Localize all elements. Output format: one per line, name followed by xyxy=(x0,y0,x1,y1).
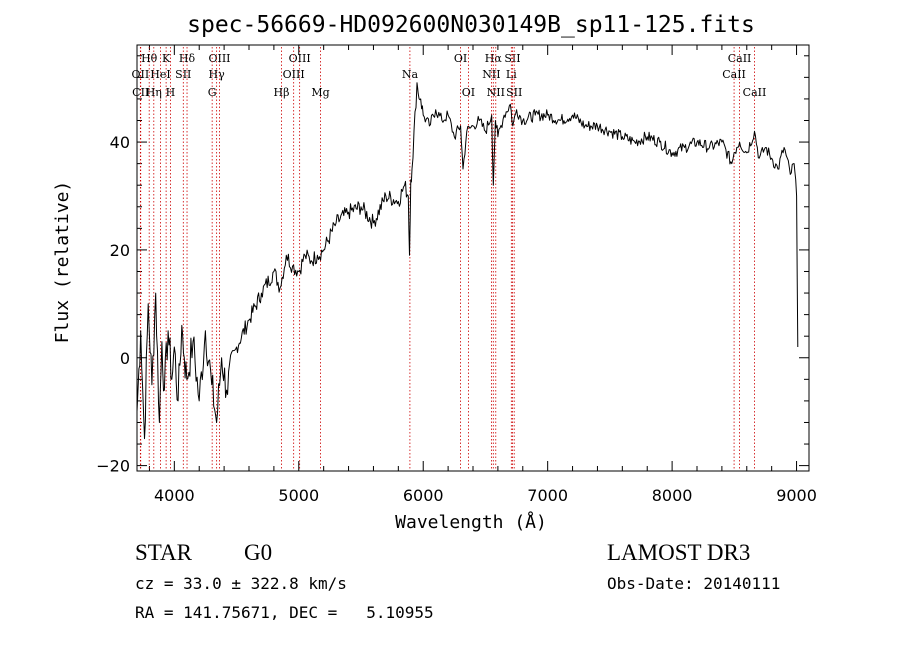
spectral-line-label: Hθ xyxy=(141,52,158,65)
spectral-line-label: CaII xyxy=(728,52,752,65)
spectral-line-label: OIII xyxy=(208,52,230,65)
spectral-line-label: CaII xyxy=(722,68,746,81)
survey-name: LAMOST DR3 xyxy=(607,540,751,565)
spectral-line-label: CII xyxy=(132,86,149,99)
y-tick-label: 40 xyxy=(110,133,130,152)
spectral-line-label: OI xyxy=(454,52,467,65)
x-axis-label: Wavelength (Å) xyxy=(395,511,547,533)
spectral-line-label: SII xyxy=(506,86,522,99)
y-axis-label: Flux (relative) xyxy=(52,181,73,344)
spectral-line-label: CaII xyxy=(743,86,767,99)
chart-title: spec-56669-HD092600N030149B_sp11-125.fit… xyxy=(187,12,755,38)
redshift-cz: cz = 33.0 ± 322.8 km/s xyxy=(135,574,347,593)
coordinates: RA = 141.75671, DEC = 5.10955 xyxy=(135,603,434,622)
plot-frame xyxy=(136,44,810,472)
spectral-line-label: Hη xyxy=(146,86,162,99)
x-tick-label: 4000 xyxy=(154,486,195,505)
x-tick-label: 9000 xyxy=(776,486,817,505)
y-tick-label: 0 xyxy=(120,349,130,368)
spectrum-line xyxy=(136,82,799,440)
y-tick-label: 20 xyxy=(110,241,130,260)
spectral-line-label: Mg xyxy=(311,86,329,99)
object-subclass: G0 xyxy=(244,540,273,565)
spectral-line-label: Hδ xyxy=(179,52,196,65)
spectral-line-label: SII xyxy=(504,52,520,65)
spectral-line-label: K xyxy=(162,52,171,65)
observation-date: Obs-Date: 20140111 xyxy=(607,574,781,593)
spectral-line-label: OI xyxy=(462,86,475,99)
spectral-line-label: Na xyxy=(402,68,419,81)
x-tick-label: 6000 xyxy=(403,486,444,505)
spectral-line-label: OIII xyxy=(289,52,311,65)
spectral-line-label: Hγ xyxy=(209,68,226,81)
spectral-line-label: G xyxy=(208,86,217,99)
spectral-line-label: Li xyxy=(506,68,517,81)
spectral-line-label: OIII xyxy=(283,68,305,81)
spectral-line-label: NII xyxy=(487,86,505,99)
spectral-line-label: OII xyxy=(132,68,150,81)
spectral-line-label: NII xyxy=(482,68,500,81)
spectral-line-label: HeI xyxy=(150,68,170,81)
x-tick-label: 7000 xyxy=(527,486,568,505)
spectral-line-label: Hβ xyxy=(274,86,290,99)
spectral-line-label: Hα xyxy=(485,52,503,65)
spectral-line-label: SII xyxy=(175,68,191,81)
x-tick-label: 8000 xyxy=(652,486,693,505)
spectral-line-label: H xyxy=(166,86,176,99)
object-class: STAR xyxy=(135,540,192,565)
y-tick-label: −20 xyxy=(96,457,130,476)
x-tick-label: 5000 xyxy=(278,486,319,505)
